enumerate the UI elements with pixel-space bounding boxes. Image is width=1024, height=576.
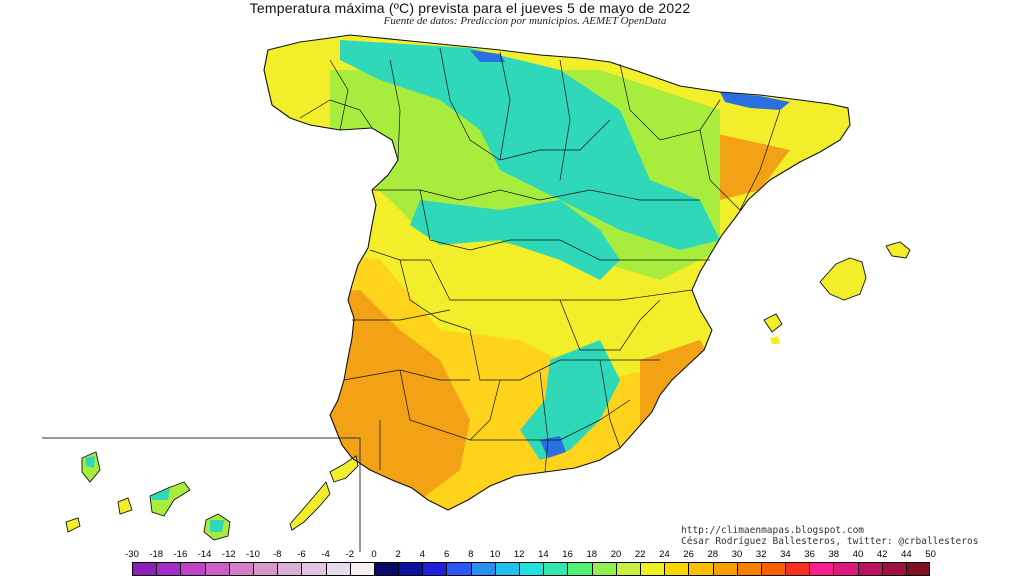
- legend-tick-label: 44: [901, 549, 912, 560]
- legend-tick-label: 22: [634, 549, 646, 560]
- legend-swatch: [228, 563, 253, 575]
- legend-swatch: [760, 563, 786, 575]
- legend-tick-label: -8: [272, 549, 282, 560]
- legend-swatch: [519, 563, 544, 575]
- legend-tick-label: 24: [659, 549, 670, 560]
- legend-swatch: [857, 563, 882, 575]
- credit-url[interactable]: http://climaenmapas.blogspot.com: [681, 525, 865, 536]
- legend-tick-label: 12: [513, 549, 525, 560]
- legend-swatch: [543, 563, 568, 575]
- legend-tick-label: 16: [562, 549, 573, 560]
- balearic-islands: [764, 242, 910, 344]
- legend-tick-label: -30: [125, 549, 139, 560]
- legend-tick-label: 18: [586, 549, 598, 560]
- legend-tick-label: 34: [780, 549, 791, 560]
- legend-swatch: [688, 563, 713, 575]
- legend-tick-labels: -30 -18 -16 -14 -12 -10 -8 -6 -4 -2 0 2 4 6 8 10 12 14 16 1…: [0, 549, 1024, 561]
- legend-swatch: [204, 563, 229, 575]
- legend-tick-label: -14: [197, 549, 212, 560]
- legend-swatch: [567, 563, 592, 575]
- legend-tick-label: -4: [321, 549, 330, 560]
- legend-swatch: [591, 563, 616, 575]
- legend-swatch: [833, 563, 858, 575]
- map-title: Temperatura máxima (ºC) prevista para el…: [249, 0, 691, 16]
- legend-tick-label: -10: [246, 549, 260, 560]
- canary-inset-frame: [42, 437, 361, 552]
- legend-tick-label: 2: [395, 549, 401, 560]
- legend-tick-label: 4: [419, 549, 426, 560]
- legend-tick-label: 32: [755, 549, 767, 560]
- legend-tick-label: 50: [925, 549, 936, 560]
- legend-swatch: [906, 563, 931, 575]
- legend-swatch: [252, 563, 278, 575]
- legend-swatch: [446, 563, 471, 575]
- legend-tick-label: 14: [538, 549, 549, 560]
- legend-tick-label: 40: [852, 549, 864, 560]
- legend-tick-label: 42: [876, 549, 888, 560]
- legend-tick-label: 20: [610, 549, 622, 560]
- legend-tick-label: -18: [149, 549, 164, 560]
- legend-swatch: [180, 563, 205, 575]
- legend-swatch: [325, 563, 350, 575]
- legend-tick-label: 38: [828, 549, 840, 560]
- legend-swatch: [277, 563, 302, 575]
- legend-swatch: [422, 563, 447, 575]
- legend-swatch: [494, 563, 519, 575]
- legend-tick-label: 36: [804, 549, 815, 560]
- legend-swatch: [132, 563, 157, 575]
- legend-tick-label: 0: [371, 549, 377, 560]
- province-borders: [299, 47, 781, 473]
- map-subtitle: Fuente de datos: Prediccion por municipi…: [383, 15, 667, 27]
- legend-swatch: [881, 563, 906, 575]
- legend-swatch: [398, 563, 423, 575]
- temperature-legend: [132, 562, 931, 576]
- legend-tick-label: 10: [489, 549, 501, 560]
- legend-swatch: [349, 563, 374, 575]
- legend-swatch: [156, 563, 181, 575]
- legend-swatch: [615, 563, 640, 575]
- legend-tick-label: -16: [173, 549, 188, 560]
- legend-swatch: [373, 563, 399, 575]
- legend-tick-label: -12: [221, 549, 236, 560]
- credit-author: César Rodríguez Ballesteros, twitter: @c…: [681, 536, 979, 547]
- legend-tick-label: 6: [443, 549, 450, 560]
- legend-swatch: [301, 563, 326, 575]
- legend-swatch: [785, 563, 810, 575]
- legend-tick-label: -6: [297, 549, 306, 560]
- legend-swatch: [639, 563, 665, 575]
- legend-tick-label: 26: [683, 549, 694, 560]
- legend-swatch: [712, 563, 737, 575]
- legend-swatch: [736, 563, 761, 575]
- legend-tick-label: 8: [468, 549, 474, 560]
- legend-swatch: [470, 563, 495, 575]
- legend-swatch: [809, 563, 834, 575]
- legend-tick-label: -2: [345, 549, 355, 560]
- legend-swatch: [664, 563, 689, 575]
- canary-islands: [66, 452, 358, 540]
- legend-tick-label: 28: [707, 549, 719, 560]
- island-coastlines: [65, 241, 911, 541]
- legend-tick-label: 30: [731, 549, 743, 560]
